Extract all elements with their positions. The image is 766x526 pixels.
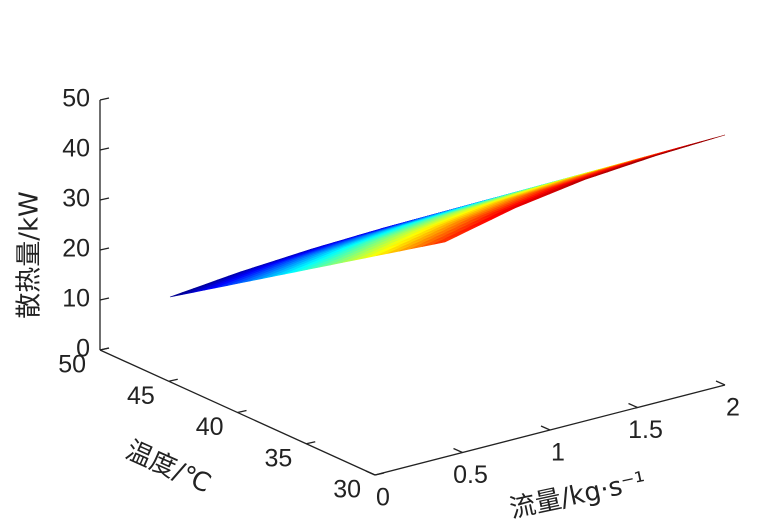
z-tick-label: 20 — [62, 235, 90, 263]
x-tick-label: 0 — [376, 484, 390, 512]
x-tick-label: 1 — [551, 439, 565, 467]
x-tick — [715, 380, 726, 386]
x-tick — [540, 425, 551, 431]
y-tick — [306, 441, 316, 445]
z-tick-label: 50 — [62, 85, 90, 113]
x-axis-label: 流量/kg·s⁻¹ — [507, 466, 648, 524]
surface-patch — [433, 236, 457, 245]
z-tick-label: 40 — [62, 135, 90, 163]
y-tick — [168, 378, 178, 382]
z-tick — [99, 197, 110, 201]
x-tick-label: 0.5 — [453, 461, 488, 489]
x-tick — [453, 447, 463, 454]
z-axis-label: 散热量/kW — [15, 191, 45, 319]
z-tick — [99, 247, 110, 251]
z-tick-label: 10 — [62, 285, 90, 313]
z-tick — [99, 147, 110, 151]
y-tick-label: 30 — [333, 476, 361, 504]
z-tick-label: 30 — [62, 185, 90, 213]
z-tick — [99, 97, 110, 101]
surface — [169, 134, 726, 298]
x-tick — [365, 470, 376, 476]
x-tick-label: 1.5 — [628, 416, 663, 444]
z-tick-label: 0 — [76, 335, 90, 363]
y-tick-label: 35 — [264, 444, 292, 472]
y-tick-label: 40 — [196, 413, 224, 441]
y-tick-label: 45 — [127, 382, 155, 410]
y-axis-label: 温度/℃ — [121, 436, 215, 500]
y-tick-label: 50 — [58, 351, 86, 379]
y-tick — [237, 409, 247, 414]
x-tick-label: 2 — [726, 394, 740, 422]
x-tick — [628, 402, 638, 409]
z-tick — [99, 297, 110, 301]
y-tick — [374, 472, 385, 476]
y-tick — [99, 347, 110, 351]
